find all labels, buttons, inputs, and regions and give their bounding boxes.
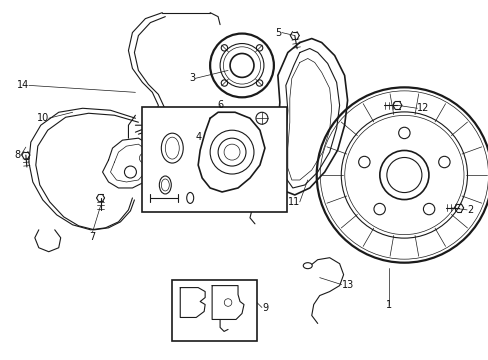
- Text: 12: 12: [416, 103, 429, 113]
- Ellipse shape: [161, 133, 183, 163]
- Text: 8: 8: [15, 150, 21, 160]
- Text: 6: 6: [217, 100, 223, 110]
- Polygon shape: [212, 285, 244, 319]
- Text: 4: 4: [195, 132, 201, 142]
- Circle shape: [255, 112, 267, 124]
- Text: 14: 14: [17, 80, 29, 90]
- Text: 3: 3: [189, 73, 195, 84]
- Text: 11: 11: [287, 197, 299, 207]
- Text: 1: 1: [386, 300, 392, 310]
- Ellipse shape: [303, 263, 312, 269]
- Ellipse shape: [186, 193, 193, 203]
- Bar: [172, 280, 256, 341]
- Bar: [142, 107, 286, 212]
- Text: 5: 5: [275, 28, 281, 37]
- Circle shape: [210, 130, 253, 174]
- Text: 7: 7: [89, 232, 96, 242]
- Text: 9: 9: [262, 302, 267, 312]
- Ellipse shape: [159, 176, 171, 194]
- Polygon shape: [180, 288, 205, 318]
- Text: 13: 13: [341, 280, 353, 289]
- Text: 2: 2: [466, 205, 472, 215]
- Text: 10: 10: [37, 113, 49, 123]
- Polygon shape: [198, 112, 264, 192]
